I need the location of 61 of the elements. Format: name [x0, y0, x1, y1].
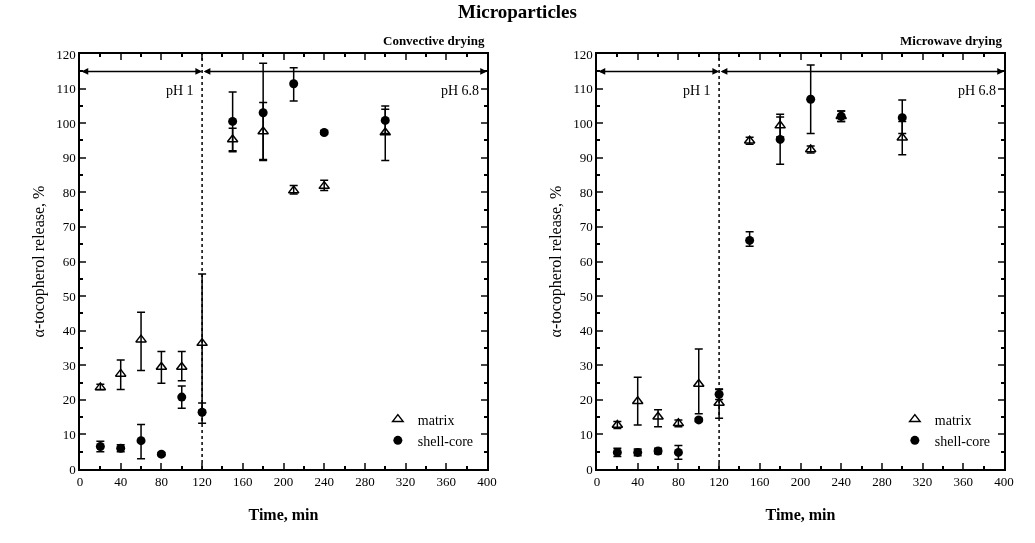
x-tick-label: 320	[912, 474, 933, 490]
x-tick-label: 360	[436, 474, 457, 490]
y-tick-label: 40	[62, 323, 76, 339]
x-tick-label: 80	[154, 474, 168, 490]
x-tick-label: 400	[477, 474, 497, 490]
chart-subtitle: Convective drying	[383, 33, 485, 48]
y-axis-title: α-tocopherol release, %	[29, 185, 48, 338]
y-tick-label: 0	[69, 461, 76, 477]
y-tick-label: 0	[586, 461, 593, 477]
y-tick-label: 80	[62, 184, 76, 200]
annotation: pH 6.8	[441, 83, 480, 98]
chart-subtitle: Microwave drying	[900, 33, 1003, 48]
chart-title: Microparticles	[457, 0, 578, 24]
y-tick-label: 50	[579, 288, 593, 304]
x-tick-label: 40	[631, 474, 645, 490]
x-tick-label: 320	[395, 474, 416, 490]
x-tick-label: 80	[671, 474, 685, 490]
x-tick-label: 400	[994, 474, 1014, 490]
x-tick-label: 280	[355, 474, 375, 490]
y-tick-label: 70	[579, 219, 593, 235]
y-tick-label: 50	[62, 288, 76, 304]
x-tick-label: 160	[233, 474, 253, 490]
y-tick-label: 100	[573, 115, 593, 131]
x-tick-label: 240	[831, 474, 851, 490]
y-tick-label: 30	[62, 357, 76, 373]
legend-label: matrix	[417, 412, 455, 428]
legend-label: matrix	[934, 412, 972, 428]
legend-label: shell-core	[934, 433, 991, 449]
annotation: pH 1	[166, 83, 194, 98]
x-tick-label: 160	[750, 474, 770, 490]
y-tick-label: 70	[62, 219, 76, 235]
y-tick-label: 10	[579, 426, 593, 442]
x-tick-label: 120	[192, 474, 212, 490]
legend-label: shell-core	[417, 433, 474, 449]
y-tick-label: 90	[579, 150, 593, 166]
y-tick-label: 80	[579, 184, 593, 200]
x-tick-label: 120	[709, 474, 729, 490]
x-tick-label: 200	[790, 474, 811, 490]
x-tick-label: 40	[114, 474, 128, 490]
y-tick-label: 30	[579, 357, 593, 373]
x-tick-label: 200	[273, 474, 294, 490]
annotation: pH 1	[683, 83, 711, 98]
y-tick-label: 120	[56, 46, 76, 62]
y-tick-label: 120	[573, 46, 593, 62]
x-axis-title: Time, min	[765, 505, 836, 523]
y-tick-label: 10	[62, 426, 76, 442]
y-tick-label: 100	[56, 115, 76, 131]
y-tick-label: 60	[62, 254, 76, 270]
y-tick-label: 90	[62, 150, 76, 166]
y-tick-label: 60	[579, 254, 593, 270]
x-tick-label: 240	[314, 474, 334, 490]
y-tick-label: 20	[62, 392, 76, 408]
x-tick-label: 280	[872, 474, 892, 490]
y-tick-label: 110	[573, 81, 593, 97]
x-tick-label: 360	[953, 474, 974, 490]
y-tick-label: 20	[579, 392, 593, 408]
annotation: pH 6.8	[958, 83, 997, 98]
y-axis-title: α-tocopherol release, %	[546, 185, 565, 338]
y-tick-label: 110	[56, 81, 76, 97]
x-axis-title: Time, min	[248, 505, 319, 523]
y-tick-label: 40	[579, 323, 593, 339]
